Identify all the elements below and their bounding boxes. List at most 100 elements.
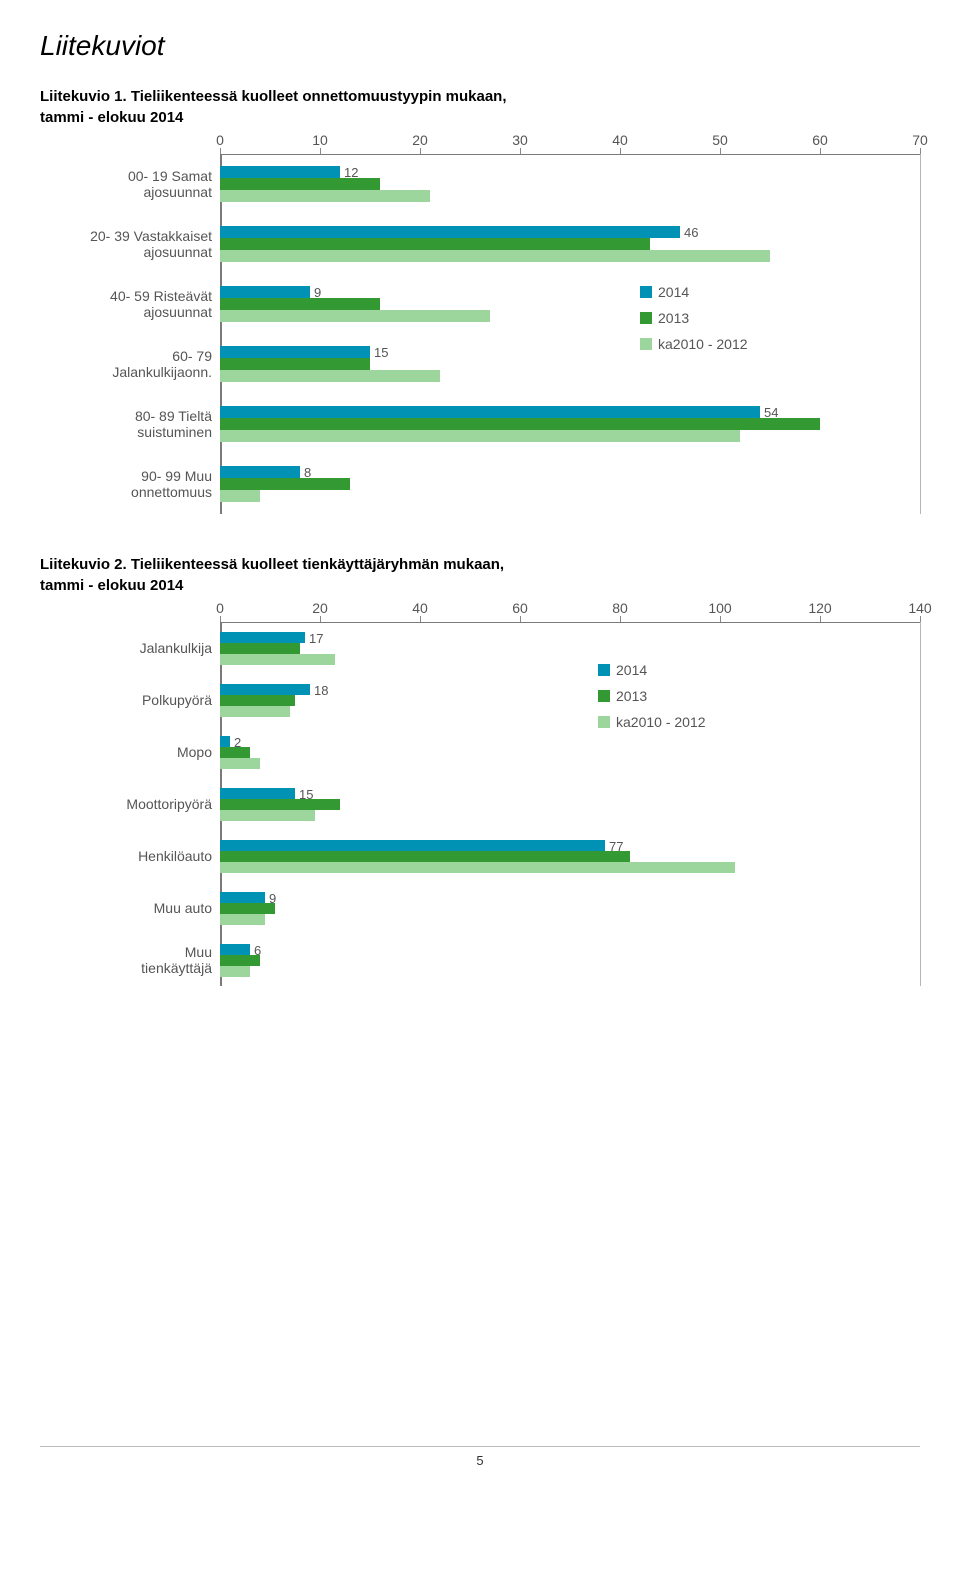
- legend-label: 2013: [658, 310, 689, 326]
- category-label-line: Jalankulkija: [140, 640, 212, 656]
- category-label: Henkilöauto: [40, 830, 220, 882]
- category-label-line: Mopo: [177, 744, 212, 760]
- tick-label: 100: [708, 600, 731, 616]
- bar-ska: [220, 706, 290, 717]
- tick-label: 50: [712, 132, 728, 148]
- category-label: 00- 19 Samatajosuunnat: [40, 154, 220, 214]
- legend-label: 2013: [616, 688, 647, 704]
- bar-s2013: [220, 178, 380, 190]
- legend-item: 2014: [598, 662, 706, 678]
- bar-group: 12: [220, 154, 920, 214]
- tick-label: 20: [312, 600, 328, 616]
- bar-s2013: [220, 643, 300, 654]
- category-label: Muutienkäyttäjä: [40, 934, 220, 986]
- legend-swatch: [640, 286, 652, 298]
- tick-label: 80: [612, 600, 628, 616]
- bar-s2014: 17: [220, 632, 305, 643]
- legend-swatch: [598, 690, 610, 702]
- gridline: [920, 622, 921, 986]
- category-label: Moottoripyörä: [40, 778, 220, 830]
- category-label: Muu auto: [40, 882, 220, 934]
- category-label-line: ajosuunnat: [143, 304, 212, 320]
- legend: 2014 2013 ka2010 - 2012: [640, 284, 748, 362]
- category-label-line: 20- 39 Vastakkaiset: [90, 228, 212, 244]
- category-label-line: suistuminen: [137, 424, 212, 440]
- bar-s2014: 9: [220, 286, 310, 298]
- chart-1: Liitekuvio 1. Tieliikenteessä kuolleet o…: [40, 86, 920, 514]
- legend-item: 2013: [640, 310, 748, 326]
- bar-value-label: 18: [314, 683, 328, 698]
- category-label: Jalankulkija: [40, 622, 220, 674]
- bar-s2013: [220, 903, 275, 914]
- legend-label: ka2010 - 2012: [616, 714, 706, 730]
- category-label-line: 90- 99 Muu: [141, 468, 212, 484]
- bar-value-label: 15: [374, 345, 388, 360]
- tick-label: 40: [412, 600, 428, 616]
- bar-group: 17: [220, 622, 920, 674]
- bar-ska: [220, 190, 430, 202]
- y-labels: JalankulkijaPolkupyöräMopoMoottoripyöräH…: [40, 600, 220, 986]
- category-label-line: tienkäyttäjä: [141, 960, 212, 976]
- bar-group: 77: [220, 830, 920, 882]
- bar-ska: [220, 914, 265, 925]
- tick-label: 0: [216, 132, 224, 148]
- category-label-line: onnettomuus: [131, 484, 212, 500]
- bar-s2014: 2: [220, 736, 230, 747]
- bar-ska: [220, 250, 770, 262]
- legend-item: 2013: [598, 688, 706, 704]
- bar-ska: [220, 862, 735, 873]
- bar-s2014: 15: [220, 788, 295, 799]
- bar-value-label: 17: [309, 631, 323, 646]
- category-label-line: Henkilöauto: [138, 848, 212, 864]
- plot-area: 124691554820142013ka2010 - 2012: [220, 154, 920, 514]
- category-label: 90- 99 Muuonnettomuus: [40, 454, 220, 514]
- bar-ska: [220, 654, 335, 665]
- legend-label: ka2010 - 2012: [658, 336, 748, 352]
- tick-label: 10: [312, 132, 328, 148]
- legend-label: 2014: [616, 662, 647, 678]
- bar-ska: [220, 966, 250, 977]
- category-label: Mopo: [40, 726, 220, 778]
- bar-s2014: 12: [220, 166, 340, 178]
- chart-2-title: Liitekuvio 2. Tieliikenteessä kuolleet t…: [40, 554, 920, 596]
- category-label-line: 80- 89 Tieltä: [135, 408, 212, 424]
- tick-label: 140: [908, 600, 931, 616]
- chart-title-line: tammi - elokuu 2014: [40, 575, 920, 596]
- page-title: Liitekuviot: [40, 30, 920, 62]
- bar-s2013: [220, 238, 650, 250]
- chart-body: 00- 19 Samatajosuunnat20- 39 Vastakkaise…: [40, 132, 920, 514]
- chart-body: JalankulkijaPolkupyöräMopoMoottoripyöräH…: [40, 600, 920, 986]
- chart-2: Liitekuvio 2. Tieliikenteessä kuolleet t…: [40, 554, 920, 986]
- bar-group: 54: [220, 394, 920, 454]
- page-number: 5: [40, 1446, 920, 1468]
- x-axis: 020406080100120140: [220, 600, 920, 622]
- category-label: 20- 39 Vastakkaisetajosuunnat: [40, 214, 220, 274]
- legend-swatch: [598, 716, 610, 728]
- legend-label: 2014: [658, 284, 689, 300]
- legend-item: ka2010 - 2012: [640, 336, 748, 352]
- category-label: 60- 79Jalankulkijaonn.: [40, 334, 220, 394]
- chart-title-line: Liitekuvio 2. Tieliikenteessä kuolleet t…: [40, 554, 920, 575]
- bar-s2014: 46: [220, 226, 680, 238]
- category-label-line: Muu auto: [154, 900, 212, 916]
- category-label: 40- 59 Risteävätajosuunnat: [40, 274, 220, 334]
- plot: 0204060801001201401718215779620142013ka2…: [220, 600, 920, 986]
- bar-group: 18: [220, 674, 920, 726]
- bar-s2013: [220, 478, 350, 490]
- category-label-line: 40- 59 Risteävät: [110, 288, 212, 304]
- category-label-line: ajosuunnat: [143, 244, 212, 260]
- bar-s2013: [220, 358, 370, 370]
- bar-ska: [220, 370, 440, 382]
- plot: 010203040506070124691554820142013ka2010 …: [220, 132, 920, 514]
- bar-group: 6: [220, 934, 920, 986]
- bar-s2014: 77: [220, 840, 605, 851]
- bar-group: 9: [220, 882, 920, 934]
- bar-s2013: [220, 851, 630, 862]
- plot-area: 17 18 2 15 77 96 2014 2013 ka2010 - 2012: [220, 622, 920, 986]
- bar-s2013: [220, 695, 295, 706]
- bar-group: 9: [220, 274, 920, 334]
- bar-group: 15: [220, 778, 920, 830]
- bar-group: 2: [220, 726, 920, 778]
- legend: 2014 2013 ka2010 - 2012: [598, 662, 706, 740]
- category-label-line: Moottoripyörä: [126, 796, 212, 812]
